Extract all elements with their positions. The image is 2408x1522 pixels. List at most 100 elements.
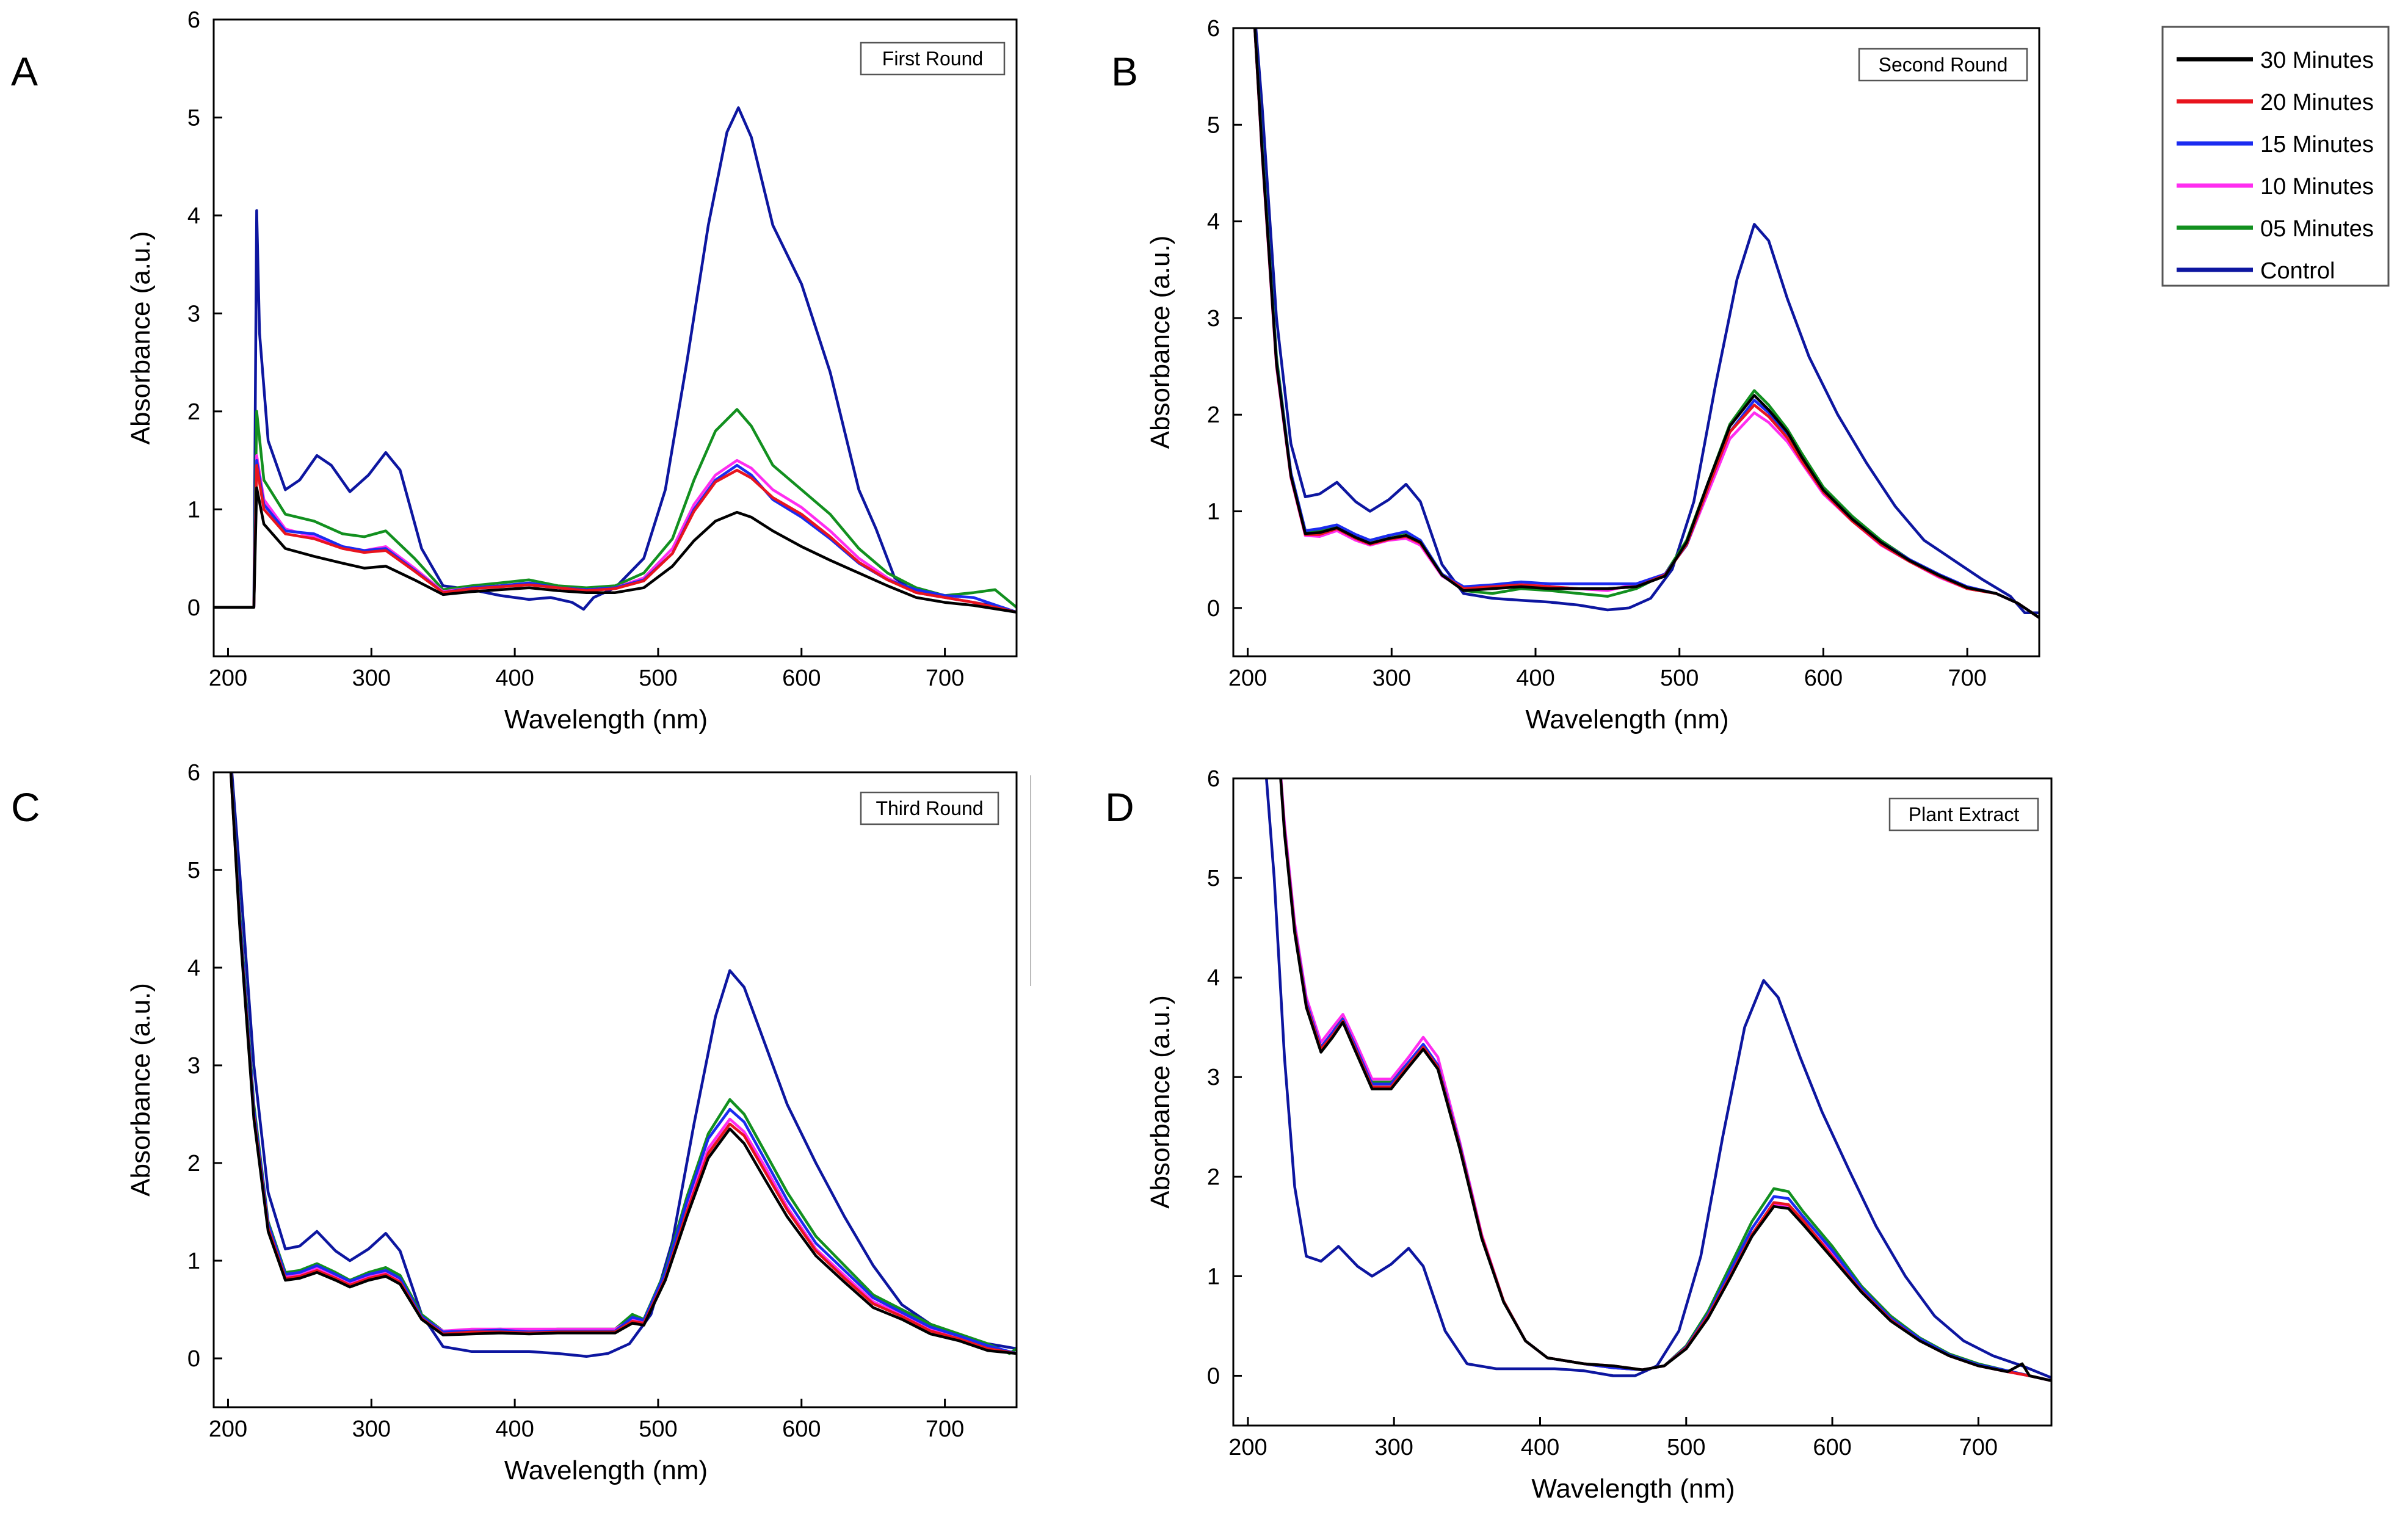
x-tick-label-b: 600: [1804, 665, 1843, 691]
axes-frame-c: [212, 771, 1018, 1408]
x-tick-label-c: 200: [209, 1416, 247, 1442]
y-tick-label-b: 0: [1207, 596, 1220, 621]
series-group-d: [1265, 778, 2051, 1382]
x-axis-label-c: Wavelength (nm): [504, 1455, 708, 1485]
axes-frame-d: [1232, 777, 2053, 1427]
legend-label-30-minutes: 30 Minutes: [2260, 48, 2374, 73]
y-tick-label-c: 6: [187, 760, 200, 786]
axes-frame-b: [1232, 27, 2040, 658]
x-tick-label-c: 400: [495, 1416, 534, 1442]
chart-panel-c: 200 300 400 500 600 700 0 1 2 3 4 5 6 Wavelength (nm)…: [126, 760, 1018, 1485]
x-tick-label-a: 300: [352, 665, 391, 691]
series-line-b-30-minutes: [1253, 28, 2039, 619]
legend-label-control: Control: [2260, 258, 2335, 284]
x-tick-label-b: 400: [1516, 665, 1554, 691]
y-tick-label-c: 0: [187, 1346, 200, 1372]
y-tick-label-b: 1: [1207, 499, 1220, 525]
panel-letter-a: A: [11, 49, 38, 94]
y-tick-label-b: 6: [1207, 16, 1220, 42]
y-tick-label-b: 3: [1207, 306, 1220, 332]
x-tick-label-b: 200: [1228, 665, 1267, 691]
y-tick-label-d: 0: [1207, 1363, 1220, 1389]
series-line-a-control: [214, 106, 1017, 614]
chart-panel-d: 200 300 400 500 600 700 0 1 2 3 4 5 6 Wavelength (nm)…: [1145, 766, 2053, 1504]
round-title-box-b: [1858, 48, 2028, 82]
series-line-b-control: [1254, 28, 2039, 615]
x-tick-label-d: 400: [1521, 1435, 1559, 1460]
y-tick-label-c: 3: [187, 1053, 200, 1079]
y-tick-label-a: 4: [187, 203, 200, 229]
y-tick-label-c: 2: [187, 1151, 200, 1176]
series-line-a-20-minutes: [214, 463, 1017, 614]
x-tick-label-c: 600: [782, 1416, 821, 1442]
x-tick-label-c: 500: [639, 1416, 677, 1442]
series-line-a-05-minutes: [214, 408, 1017, 609]
series-line-c-control: [230, 772, 1017, 1358]
round-title-c: Third Round: [876, 797, 983, 819]
legend-label-10-minutes: 10 Minutes: [2260, 174, 2374, 200]
y-tick-label-a: 3: [187, 301, 200, 327]
x-tick-label-d: 300: [1375, 1435, 1413, 1460]
y-tick-label-d: 3: [1207, 1065, 1220, 1090]
legend-label-05-minutes: 05 Minutes: [2260, 216, 2374, 242]
series-line-c-30-minutes: [229, 772, 1017, 1355]
y-tick-label-d: 6: [1207, 766, 1220, 792]
legend: 30 Minutes 20 Minutes 15 Minutes 10 Minutes…: [2161, 26, 2390, 287]
y-tick-label-a: 0: [187, 595, 200, 621]
y-tick-label-c: 5: [187, 858, 200, 883]
x-tick-label-b: 700: [1948, 665, 1986, 691]
y-tick-label-b: 2: [1207, 402, 1220, 428]
panel-letter-b: B: [1111, 49, 1138, 94]
x-tick-label-b: 300: [1373, 665, 1411, 691]
y-tick-label-b: 5: [1207, 112, 1220, 138]
legend-frame: [2161, 26, 2390, 287]
series-line-a-30-minutes: [214, 486, 1017, 614]
x-tick-label-b: 500: [1660, 665, 1699, 691]
round-title-box-d: [1888, 797, 2039, 832]
x-tick-label-a: 700: [926, 665, 964, 691]
series-line-d-control: [1265, 778, 2051, 1379]
round-title-box-c: [860, 791, 999, 825]
round-title-a: First Round: [882, 48, 983, 70]
y-tick-label-a: 6: [187, 7, 200, 33]
chart-panel-b: 200 300 400 500 600 700 0 1 2 3 4 5 6 Wavelength (nm)…: [1145, 16, 2040, 734]
x-tick-label-c: 700: [926, 1416, 964, 1442]
y-tick-label-a: 1: [187, 497, 200, 523]
y-axis-label-d: Absorbance (a.u.): [1145, 995, 1175, 1209]
legend-label-15-minutes: 15 Minutes: [2260, 132, 2374, 158]
y-tick-label-d: 5: [1207, 866, 1220, 891]
x-tick-label-a: 200: [209, 665, 247, 691]
y-axis-label-b: Absorbance (a.u.): [1145, 236, 1175, 449]
y-tick-label-a: 2: [187, 399, 200, 425]
x-tick-label-a: 600: [782, 665, 821, 691]
y-tick-label-a: 5: [187, 105, 200, 131]
panel-letter-d: D: [1105, 785, 1134, 830]
series-line-c-10-minutes: [229, 772, 1017, 1355]
x-tick-label-a: 400: [495, 665, 534, 691]
series-group-b: [1253, 28, 2039, 619]
y-tick-label-c: 4: [187, 955, 200, 981]
series-group-a: [214, 106, 1017, 614]
round-title-box-a: [860, 42, 1006, 76]
x-axis-label-d: Wavelength (nm): [1531, 1474, 1735, 1504]
x-tick-label-d: 700: [1959, 1435, 1998, 1460]
x-tick-label-d: 600: [1813, 1435, 1851, 1460]
round-title-d: Plant Extract: [1909, 803, 2020, 825]
y-tick-label-d: 4: [1207, 965, 1220, 991]
x-axis-label-a: Wavelength (nm): [504, 705, 708, 734]
x-tick-label-c: 300: [352, 1416, 391, 1442]
x-tick-label-a: 500: [639, 665, 677, 691]
series-line-d-30-minutes: [1279, 778, 2051, 1382]
y-axis-label-a: Absorbance (a.u.): [126, 231, 156, 445]
x-tick-label-d: 500: [1667, 1435, 1705, 1460]
y-tick-label-b: 4: [1207, 209, 1220, 235]
panel-letter-c: C: [11, 785, 40, 830]
axes-frame-a: [212, 18, 1018, 658]
y-tick-label-d: 2: [1207, 1164, 1220, 1190]
legend-label-20-minutes: 20 Minutes: [2260, 90, 2374, 115]
y-tick-label-c: 1: [187, 1248, 200, 1274]
y-tick-label-d: 1: [1207, 1264, 1220, 1289]
x-tick-label-d: 200: [1228, 1435, 1267, 1460]
